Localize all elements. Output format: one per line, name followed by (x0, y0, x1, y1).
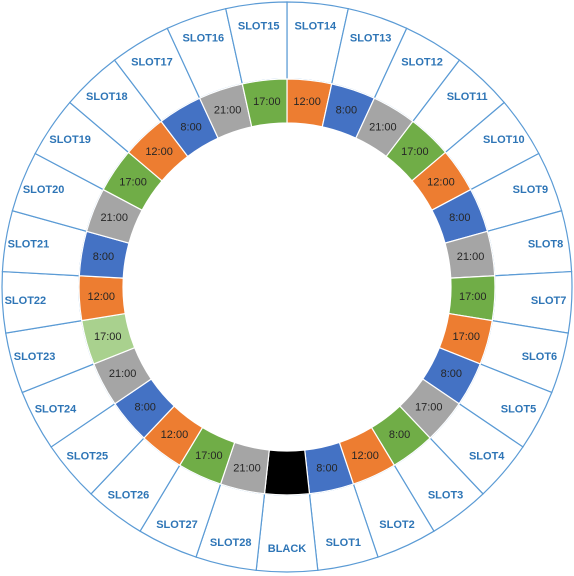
outer-label-slot8: SLOT8 (528, 239, 563, 251)
inner-label-13: 12:00 (351, 450, 379, 462)
outer-label-slot19: SLOT19 (49, 134, 91, 146)
inner-label-14: 8:00 (316, 463, 337, 475)
inner-label-27: 8:00 (180, 122, 201, 134)
outer-label-slot25: SLOT25 (67, 451, 109, 463)
outer-label-slot3: SLOT3 (428, 490, 463, 502)
inner-label-21: 17:00 (94, 331, 122, 343)
outer-label-slot28: SLOT28 (210, 537, 252, 549)
inner-label-3: 21:00 (369, 122, 397, 134)
inner-label-8: 17:00 (459, 291, 487, 303)
inner-label-28: 21:00 (214, 105, 242, 117)
outer-label-slot12: SLOT12 (401, 57, 443, 69)
outer-segment-black (255, 493, 319, 573)
inner-label-18: 12:00 (161, 429, 189, 441)
outer-label-slot22: SLOT22 (5, 295, 47, 307)
inner-label-26: 12:00 (145, 146, 173, 158)
inner-ring (78, 78, 496, 496)
inner-label-25: 17:00 (119, 177, 147, 189)
outer-label-slot20: SLOT20 (23, 184, 65, 196)
inner-label-6: 8:00 (449, 212, 470, 224)
outer-label-slot21: SLOT21 (8, 239, 50, 251)
inner-label-29: 17:00 (253, 96, 281, 108)
inner-label-9: 17:00 (452, 331, 480, 343)
inner-segment-15 (263, 449, 311, 496)
inner-segment-29 (241, 78, 288, 128)
outer-label-slot17: SLOT17 (131, 57, 173, 69)
outer-ring-labels: SLOT14 SLOT13 SLOT12 SLOT11 SLOT10 SLOT9 SLOT8… (5, 21, 567, 555)
inner-label-20: 21:00 (109, 368, 137, 380)
outer-label-slot15: SLOT15 (238, 21, 280, 33)
outer-label-slot11: SLOT11 (447, 91, 488, 103)
inner-label-19: 8:00 (135, 401, 156, 413)
outer-label-slot10: SLOT10 (483, 134, 525, 146)
outer-label-slot24: SLOT24 (35, 404, 77, 416)
inner-label-10: 8:00 (441, 368, 462, 380)
inner-label-17: 17:00 (195, 450, 223, 462)
inner-label-23: 8:00 (93, 251, 114, 263)
outer-label-slot6: SLOT6 (522, 351, 557, 363)
inner-label-12: 8:00 (389, 429, 410, 441)
outer-label-slot23: SLOT23 (14, 351, 56, 363)
inner-label-7: 21:00 (457, 251, 485, 263)
outer-label-slot13: SLOT13 (350, 33, 392, 45)
outer-label-slot16: SLOT16 (183, 33, 225, 45)
outer-label-black: BLACK (268, 543, 307, 555)
outer-label-slot9: SLOT9 (513, 184, 548, 196)
inner-label-11: 17:00 (415, 401, 443, 413)
inner-label-1: 12:00 (293, 96, 321, 108)
outer-label-slot5: SLOT5 (501, 404, 536, 416)
outer-label-slot4: SLOT4 (469, 451, 505, 463)
outer-label-slot2: SLOT2 (379, 519, 414, 531)
inner-ring-labels: 12:00 8:00 21:00 17:00 12:00 8:00 21:00 17:00 17… (88, 96, 487, 475)
inner-label-5: 12:00 (427, 177, 455, 189)
inner-label-16: 21:00 (233, 463, 261, 475)
outer-label-slot27: SLOT27 (156, 519, 198, 531)
outer-label-slot1: SLOT1 (326, 537, 361, 549)
outer-label-slot14: SLOT14 (295, 21, 337, 33)
inner-label-22: 12:00 (88, 291, 116, 303)
outer-label-slot7: SLOT7 (531, 295, 566, 307)
inner-label-2: 8:00 (336, 105, 357, 117)
inner-label-24: 21:00 (100, 212, 128, 224)
inner-label-4: 17:00 (401, 146, 429, 158)
outer-label-slot26: SLOT26 (108, 490, 150, 502)
outer-label-slot18: SLOT18 (86, 91, 128, 103)
